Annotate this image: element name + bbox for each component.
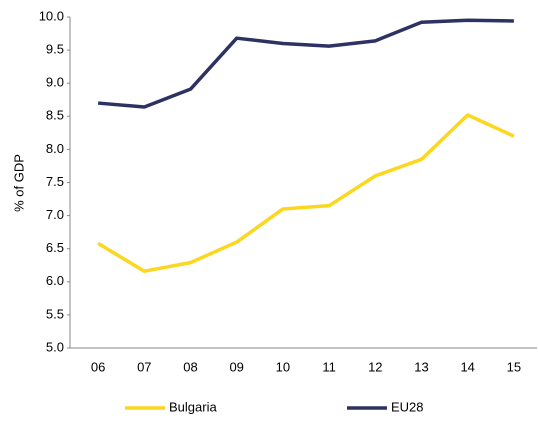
- x-tick-label: 08: [183, 359, 197, 374]
- x-tick-label: 14: [460, 359, 474, 374]
- y-tick-label: 5.0: [46, 339, 64, 354]
- x-tick-label: 09: [229, 359, 243, 374]
- y-tick-label: 9.5: [46, 42, 64, 57]
- x-tick-label: 15: [507, 359, 521, 374]
- line: [97, 18, 514, 109]
- legend-label: EU28: [391, 399, 424, 414]
- y-tick-label: 5.5: [46, 306, 64, 321]
- y-tick-label: 6.0: [46, 273, 64, 288]
- y-tick-label: 8.0: [46, 141, 64, 156]
- y-tick-label: 9.0: [46, 75, 64, 90]
- y-tick-label: 8.5: [46, 108, 64, 123]
- y-tick-label: 6.5: [46, 240, 64, 255]
- y-tick-label: 7.0: [46, 207, 64, 222]
- x-tick-label: 12: [368, 359, 382, 374]
- x-tick-label: 13: [414, 359, 428, 374]
- y-tick-label: 10.0: [39, 8, 64, 23]
- y-tick-label: 7.5: [46, 174, 64, 189]
- x-tick-label: 10: [276, 359, 290, 374]
- y-axis-label: % of GDP: [11, 154, 26, 212]
- line: [97, 113, 515, 273]
- legend-label: Bulgaria: [169, 399, 217, 414]
- x-tick-label: 11: [322, 359, 336, 374]
- x-tick-label: 06: [91, 359, 105, 374]
- x-tick-label: 07: [137, 359, 151, 374]
